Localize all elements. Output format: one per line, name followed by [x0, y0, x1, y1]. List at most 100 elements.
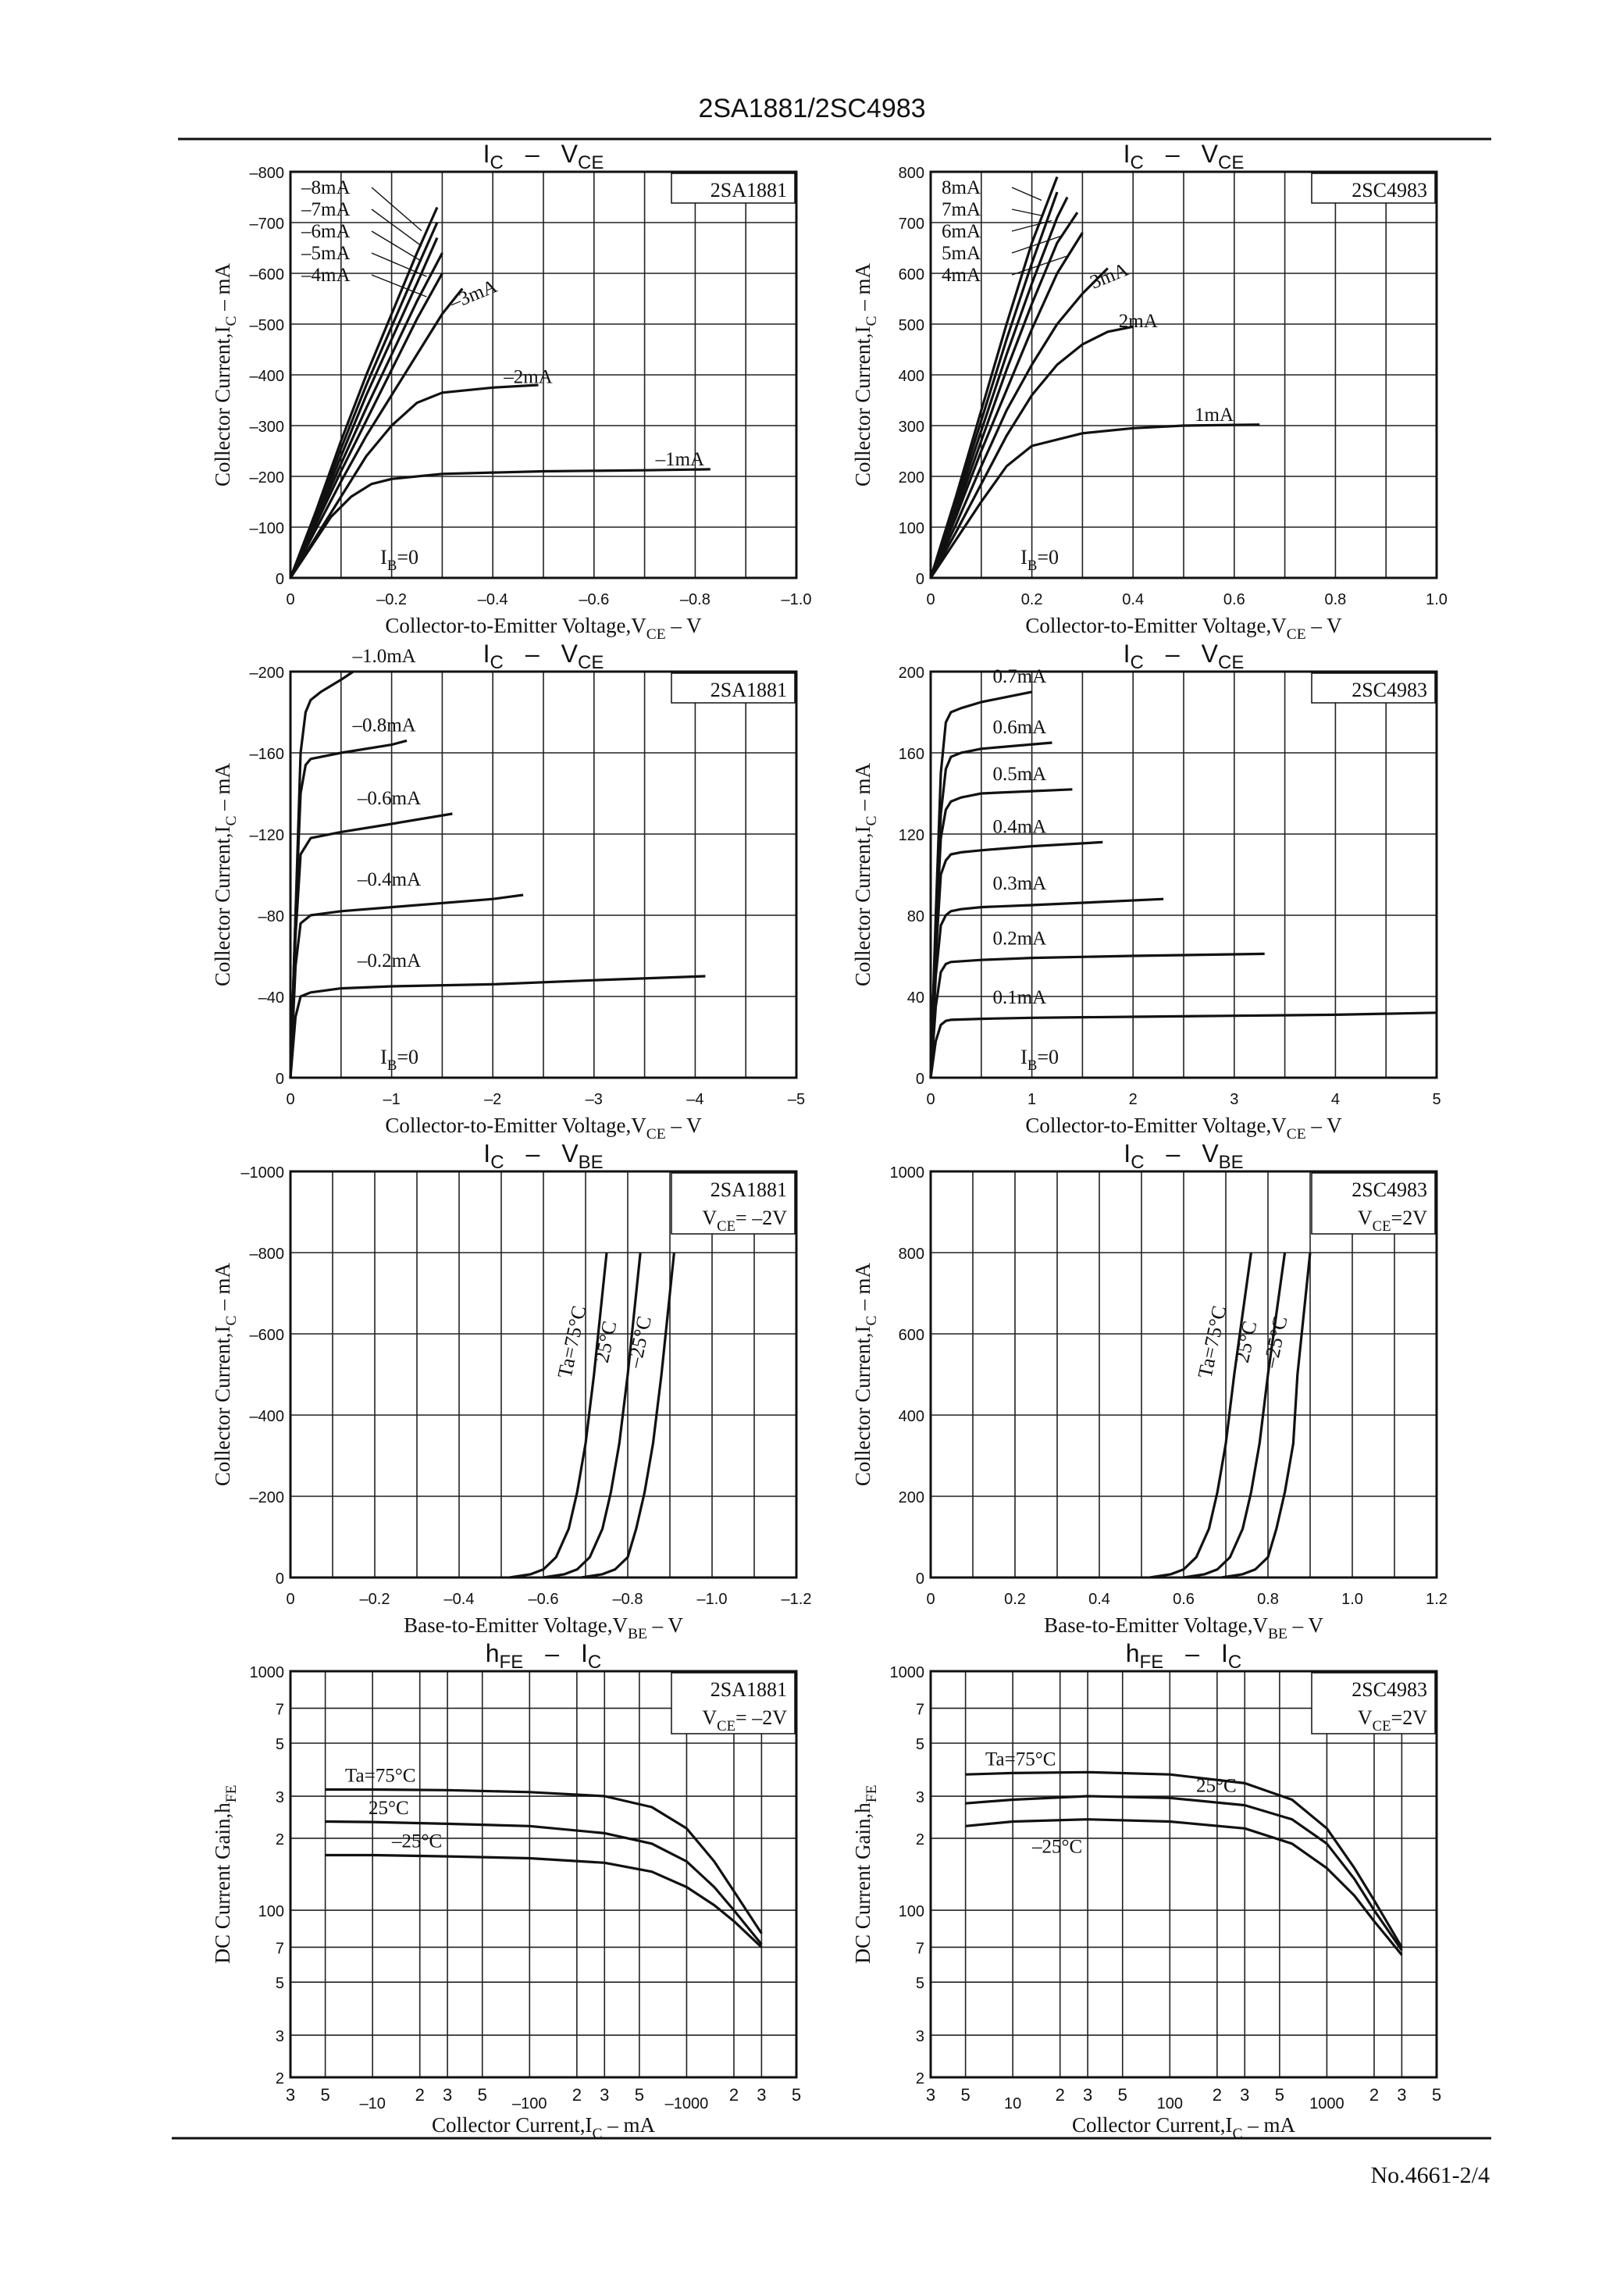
device-box — [1311, 672, 1436, 704]
y-tick-label: 2 — [916, 1831, 924, 1848]
ib-zero-label: IB=0 — [1020, 546, 1059, 574]
x-tick-label: 3 — [286, 2085, 295, 2105]
chart-title: IC – VBE — [1124, 1139, 1243, 1173]
chart-title-var: V — [561, 1139, 579, 1168]
chart-title-main: I — [483, 1139, 490, 1168]
series-label: –0.8mA — [351, 715, 415, 736]
series-line-3 — [289, 252, 443, 579]
leader-line — [371, 209, 422, 247]
y-tick-label: –400 — [250, 368, 285, 385]
x-axis-label-main: Collector Current,I — [432, 2113, 592, 2137]
x-axis-label-sub: CE — [1287, 1126, 1306, 1143]
ib-zero-label-sub: B — [1027, 558, 1037, 574]
chart-title-var: V — [561, 140, 579, 168]
y-tick-label: 100 — [899, 520, 924, 537]
x-tick-label: 0 — [286, 1091, 294, 1108]
ib-zero-label-rest: =0 — [397, 1046, 418, 1068]
series-line-0 — [1149, 1252, 1252, 1579]
leader-line — [371, 274, 427, 298]
x-axis-label-rest: – mA — [1242, 2113, 1295, 2137]
x-tick-label: 0.4 — [1122, 591, 1144, 608]
x-axis-label-sub: BE — [1268, 1626, 1287, 1642]
y-tick-label: 3 — [916, 1789, 924, 1806]
chart-title-main-sub: FE — [1140, 1652, 1164, 1673]
x-tick-label: –0.4 — [444, 1591, 475, 1608]
condition-label: VCE= –2V — [702, 1706, 787, 1734]
series-line-2 — [289, 812, 453, 1078]
series-line-1 — [325, 1820, 763, 1945]
page-footer-number: No.4661-2/4 — [1371, 2162, 1490, 2188]
plot-frame — [289, 670, 798, 1079]
leader-line — [1011, 219, 1052, 232]
y-tick-label: 500 — [899, 317, 924, 334]
y-tick-label: 0 — [276, 571, 284, 588]
y-tick-label: 5 — [276, 1975, 284, 1992]
series-line-5 — [929, 267, 1109, 579]
y-tick-label: –160 — [250, 746, 285, 763]
device-label: 2SA1881 — [710, 1178, 787, 1201]
series-line-1 — [965, 1795, 1403, 1952]
x-tick-label: –0.2 — [376, 591, 407, 608]
leader-line — [371, 230, 422, 262]
series-line-3 — [289, 893, 524, 1078]
y-tick-label: –40 — [258, 989, 284, 1007]
series-label: 5mA — [942, 243, 981, 264]
ib-zero-label-sub: B — [387, 558, 397, 574]
x-tick-label: –5 — [788, 1091, 805, 1108]
plot-frame — [929, 670, 1438, 1079]
x-tick-label: 5 — [635, 2085, 644, 2105]
y-axis-label-main: Collector Current,I — [851, 826, 874, 986]
x-axis-label-rest: – V — [647, 1613, 684, 1637]
series-label: 0.6mA — [992, 717, 1046, 738]
series-label: 25°C — [1230, 1319, 1262, 1365]
y-tick-label: 800 — [899, 165, 924, 182]
series-line-0 — [325, 1788, 763, 1934]
y-axis-label-main: Collector Current,I — [211, 326, 234, 487]
series-label: –0.6mA — [357, 788, 421, 809]
y-tick-label: –700 — [250, 216, 285, 233]
x-tick-label: 3 — [1230, 1091, 1238, 1108]
series-label: 0.2mA — [992, 928, 1046, 949]
x-tick-label: 5 — [320, 2085, 329, 2105]
device-label: 2SA1881 — [710, 179, 787, 201]
y-tick-label: –100 — [250, 520, 285, 537]
x-tick-label: 5 — [1432, 2085, 1441, 2105]
chart-title-main: I — [483, 640, 490, 668]
series-label: –4mA — [301, 265, 351, 286]
device-label: 2SC4983 — [1352, 1678, 1427, 1701]
series-label: 3mA — [1088, 259, 1131, 294]
y-axis-label-main: DC Current Gain,h — [211, 1802, 234, 1964]
y-tick-label: –200 — [250, 469, 285, 487]
x-axis-label: Collector-to-Emitter Voltage,VCE – V — [385, 1114, 702, 1143]
y-tick-label: –600 — [250, 266, 285, 283]
x-axis-label: Collector-to-Emitter Voltage,VCE – V — [1025, 1114, 1342, 1143]
series-line-6 — [929, 325, 1134, 579]
chart-title: IC – VCE — [1124, 140, 1245, 173]
device-box — [671, 672, 796, 704]
x-tick-label: –1.0 — [782, 591, 812, 608]
chart-title-main-sub: C — [490, 1152, 504, 1173]
y-axis-label-sub: C — [223, 316, 240, 326]
y-tick-label: 1000 — [890, 1664, 925, 1681]
y-tick-label: 200 — [899, 665, 924, 682]
y-tick-label: 2 — [276, 2070, 284, 2087]
chart-title-main: I — [1124, 1139, 1131, 1168]
x-axis-label: Collector Current,IC – mA — [432, 2113, 655, 2142]
x-axis-label-main: Collector-to-Emitter Voltage,V — [1025, 1114, 1287, 1137]
series-label: 8mA — [942, 177, 981, 198]
chart-title-var-sub: CE — [578, 152, 604, 173]
device-box — [1311, 1172, 1436, 1235]
chart-title: IC – VCE — [1124, 640, 1245, 673]
y-axis-label: Collector Current,IC – mA — [851, 1263, 880, 1486]
series-label: Ta=75°C — [985, 1749, 1056, 1770]
x-tick-label: 2 — [415, 2085, 425, 2105]
series-line-1 — [1183, 1252, 1287, 1579]
x-tick-label: 3 — [1397, 2085, 1406, 2105]
condition-label: VCE=2V — [1358, 1706, 1427, 1734]
chart-title-sep: – — [1166, 640, 1180, 668]
x-tick-label: 2 — [1056, 2085, 1065, 2105]
x-tick-label: 100 — [1157, 2095, 1183, 2112]
condition-label-rest: =2V — [1391, 1207, 1428, 1229]
